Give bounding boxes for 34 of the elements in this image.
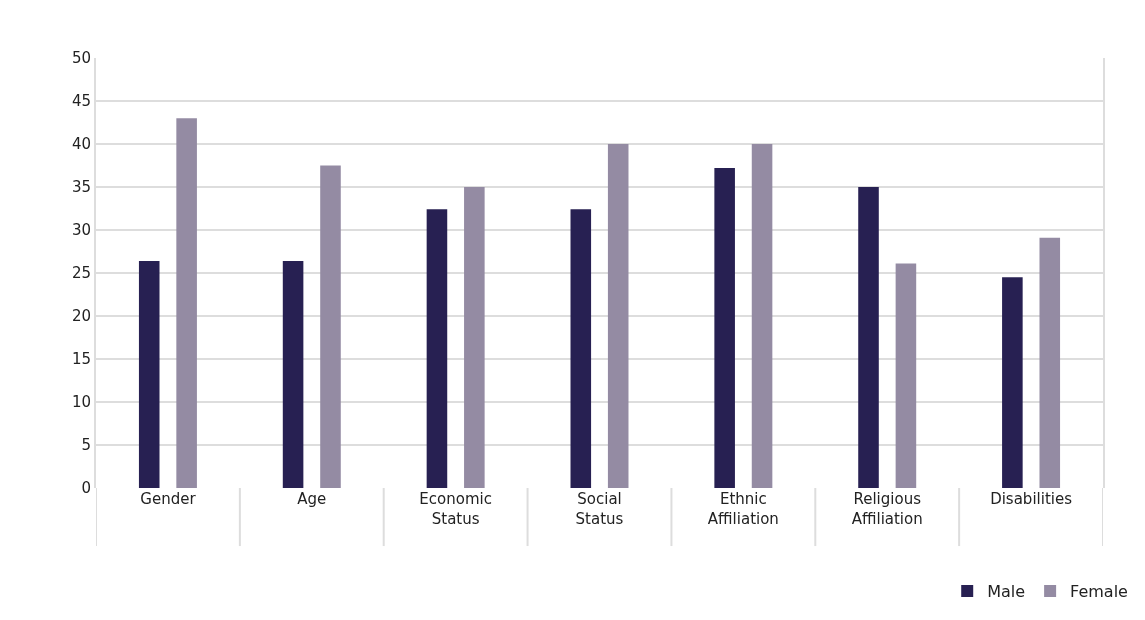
x-tick-label: Social Status: [575, 490, 624, 528]
bar: [895, 263, 917, 488]
bar: [138, 260, 160, 488]
bar: [1002, 277, 1023, 488]
y-tick-label: 5: [81, 436, 91, 455]
bar: [320, 165, 341, 488]
y-tick-label: 30: [71, 221, 91, 240]
bar: [751, 144, 773, 488]
y-tick-label: 0: [81, 479, 91, 498]
y-tick-label: 50: [71, 49, 91, 68]
legend-label: Female: [1070, 582, 1128, 602]
bar: [570, 209, 592, 488]
bar: [176, 118, 197, 488]
y-tick-label: 15: [71, 350, 91, 369]
x-tick-label: Age: [297, 490, 327, 508]
x-tick-label: Ethnic Affiliation: [707, 490, 779, 528]
bar: [1039, 237, 1061, 488]
x-tick-label: Economic Status: [419, 490, 492, 528]
bar: [426, 209, 448, 488]
bar: [607, 144, 629, 488]
y-tick-label: 40: [71, 135, 91, 154]
bar: [282, 260, 304, 488]
bar: [714, 168, 735, 488]
y-tick-label: 25: [71, 264, 91, 283]
x-tick-label: Disabilities: [990, 490, 1073, 508]
y-tick-label: 45: [71, 92, 91, 111]
y-tick-label: 10: [71, 393, 91, 412]
x-tick-label: Gender: [140, 490, 197, 508]
y-tick-label: 20: [71, 307, 91, 326]
y-tick-label: 35: [71, 178, 91, 197]
x-tick-label: Religious Affiliation: [851, 490, 923, 528]
bar: [858, 187, 879, 488]
legend-label: Male: [987, 582, 1026, 602]
bar: [464, 187, 485, 488]
